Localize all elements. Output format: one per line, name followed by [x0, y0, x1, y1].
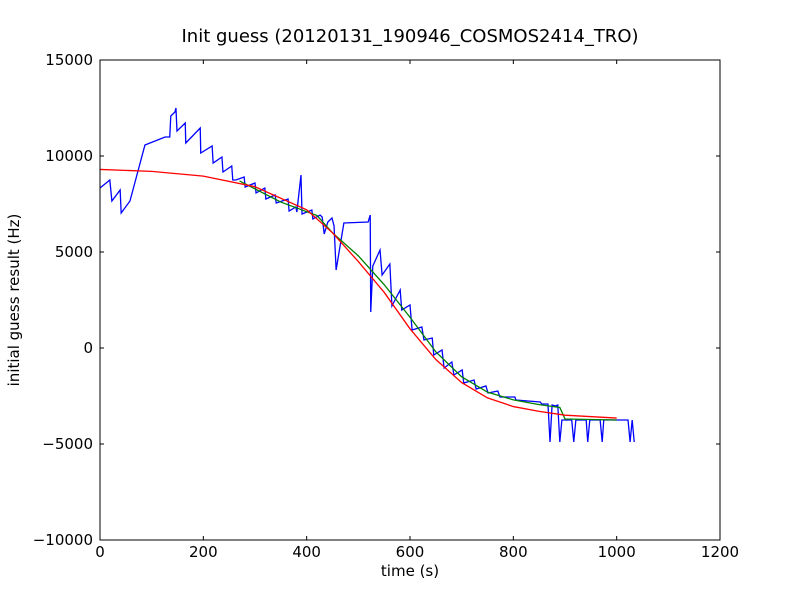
y-tick-label: 10000 — [45, 147, 93, 165]
x-axis-label: time (s) — [381, 562, 439, 580]
y-tick-label: 15000 — [45, 51, 93, 69]
chart-title: Init guess (20120131_190946_COSMOS2414_T… — [181, 26, 638, 47]
y-tick-label: 0 — [83, 339, 93, 357]
y-tick-label: −5000 — [42, 435, 93, 453]
y-tick-label: 5000 — [55, 243, 93, 261]
y-axis-label: initial guess result (Hz) — [5, 214, 23, 387]
data-line — [99, 168, 617, 419]
x-tick-label: 1000 — [598, 543, 636, 561]
x-tick-label: 600 — [396, 543, 425, 561]
data-line — [99, 107, 635, 443]
x-tick-label: 200 — [189, 543, 218, 561]
x-tick-label: 0 — [95, 543, 105, 561]
x-tick-label: 400 — [292, 543, 321, 561]
y-tick-label: −10000 — [33, 531, 93, 549]
x-tick-label: 1200 — [701, 543, 739, 561]
data-line — [239, 180, 617, 421]
x-tick-label: 800 — [499, 543, 528, 561]
